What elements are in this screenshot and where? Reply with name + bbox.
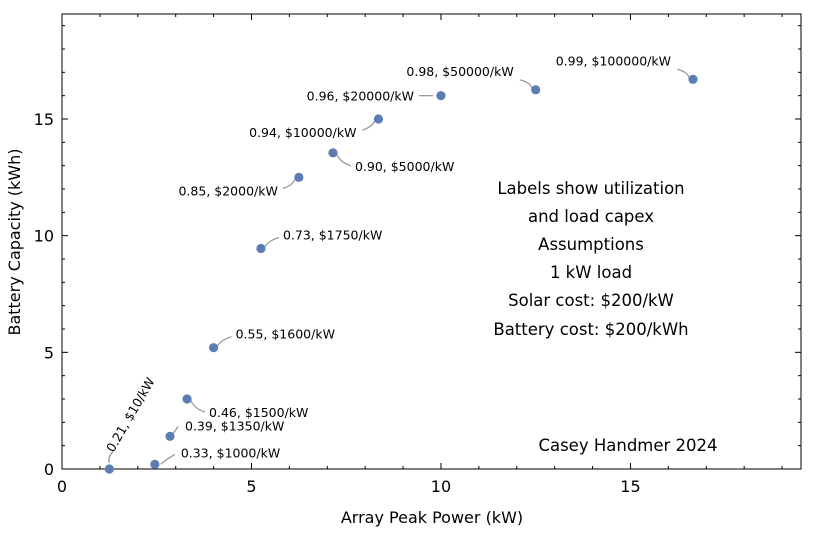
- point-label: 0.98, $50000/kW: [406, 64, 513, 79]
- data-point: [294, 172, 304, 182]
- y-tick-label: 0: [44, 460, 54, 479]
- x-tick-label: 15: [620, 477, 640, 496]
- data-point: [208, 343, 219, 353]
- label-leader: [336, 154, 352, 167]
- point-label: 0.33, $1000/kW: [181, 445, 280, 460]
- data-point: [436, 91, 446, 101]
- y-tick-label: 5: [44, 343, 54, 362]
- label-leader: [264, 236, 280, 247]
- x-tick-label: 0: [57, 477, 67, 496]
- data-points: [104, 74, 698, 474]
- data-point: [165, 431, 175, 441]
- x-tick-label: 5: [246, 477, 256, 496]
- axis-ticks: [61, 14, 801, 470]
- annotation-line: Assumptions: [538, 235, 644, 254]
- y-axis-title: Battery Capacity (kWh): [5, 148, 24, 335]
- y-tick-label: 10: [34, 227, 54, 246]
- label-leader: [362, 120, 376, 131]
- label-leader: [160, 453, 176, 465]
- data-point: [688, 74, 698, 84]
- label-leader: [108, 450, 114, 464]
- point-label: 0.90, $5000/kW: [355, 159, 454, 174]
- data-point: [373, 114, 384, 124]
- y-tick-label: 15: [34, 110, 54, 129]
- label-leader: [282, 179, 296, 189]
- data-point: [531, 85, 541, 95]
- point-label: 0.39, $1350/kW: [185, 418, 284, 433]
- point-label: 0.96, $20000/kW: [307, 89, 414, 104]
- point-label: 0.55, $1600/kW: [236, 327, 335, 342]
- x-axis-title: Array Peak Power (kW): [341, 508, 523, 527]
- label-leader: [217, 336, 232, 347]
- annotation-line: 1 kW load: [550, 263, 632, 282]
- point-label: 0.21, $10/kW: [103, 375, 158, 455]
- data-point: [150, 459, 160, 469]
- label-leaders: [108, 68, 690, 465]
- label-leader: [676, 68, 690, 78]
- annotation-block: Labels show utilization and load capex A…: [493, 179, 688, 339]
- point-label: 0.99, $100000/kW: [556, 53, 671, 68]
- label-leader: [519, 79, 533, 89]
- annotation-line: Labels show utilization: [497, 179, 684, 198]
- point-label: 0.85, $2000/kW: [178, 183, 277, 198]
- point-label: 0.94, $10000/kW: [249, 125, 356, 140]
- annotation-line: and load capex: [528, 207, 654, 226]
- point-label: 0.73, $1750/kW: [283, 228, 382, 243]
- x-tick-label: 10: [431, 477, 451, 496]
- label-leader: [190, 400, 206, 413]
- data-point: [104, 464, 114, 474]
- data-point: [182, 394, 192, 404]
- data-point: [256, 243, 266, 254]
- tick-labels: 0 5 10 15 0 5 10 15: [34, 110, 641, 496]
- annotation-line: Battery cost: $200/kWh: [493, 320, 688, 339]
- plot-frame: [61, 13, 802, 470]
- credit-text: Casey Handmer 2024: [538, 436, 717, 455]
- point-label: 0.46, $1500/kW: [209, 405, 308, 420]
- annotation-line: Solar cost: $200/kW: [508, 291, 674, 310]
- data-point: [328, 148, 338, 158]
